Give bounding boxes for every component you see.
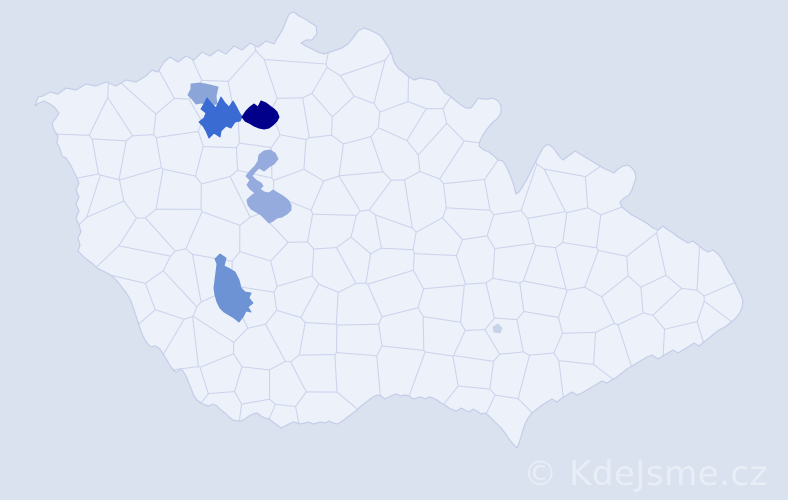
watermark-logo: © KdeJsme.cz xyxy=(523,454,768,494)
district-cell[interactable] xyxy=(527,211,568,249)
district-cell[interactable] xyxy=(452,355,495,390)
district-cell[interactable] xyxy=(562,207,602,249)
district-cell[interactable] xyxy=(298,322,338,356)
district-cell[interactable] xyxy=(234,366,271,405)
district-cell[interactable] xyxy=(336,323,383,357)
district-cell[interactable] xyxy=(443,179,491,211)
